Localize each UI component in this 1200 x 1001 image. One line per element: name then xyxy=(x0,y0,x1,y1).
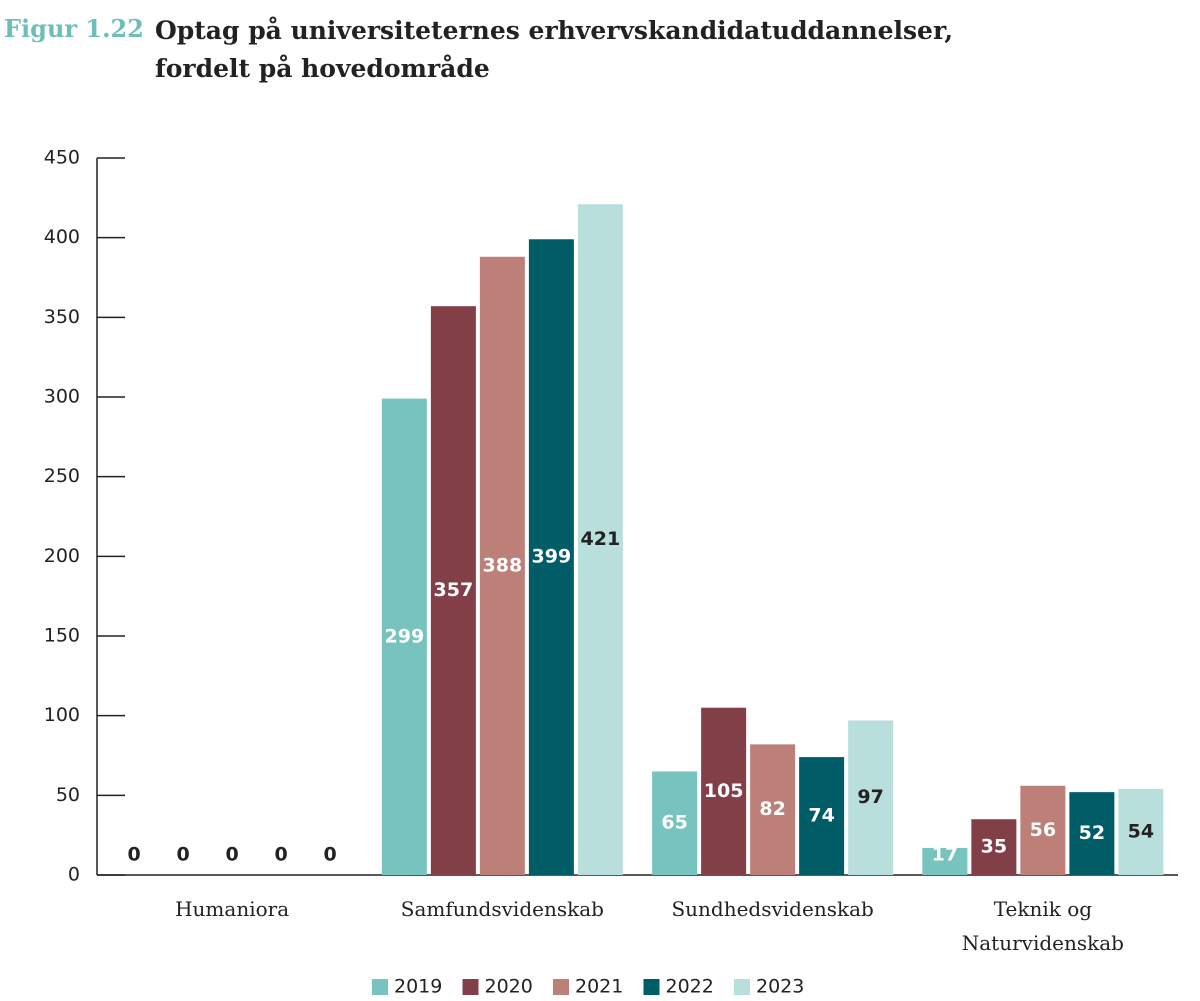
value-label: 54 xyxy=(1128,820,1154,842)
x-tick-label: Sundhedsvidenskab xyxy=(671,897,874,921)
y-tick-label: 100 xyxy=(44,704,80,726)
value-label: 56 xyxy=(1030,819,1056,841)
value-label: 0 xyxy=(177,844,190,866)
bar xyxy=(577,204,623,875)
y-tick-label: 250 xyxy=(44,465,80,487)
legend-swatch xyxy=(734,979,750,995)
bar xyxy=(701,707,747,875)
legend-label: 2021 xyxy=(575,976,623,998)
bar xyxy=(1069,792,1115,875)
legend-swatch xyxy=(462,979,479,995)
y-tick-label: 400 xyxy=(44,226,80,248)
x-tick-label: Samfundsvidenskab xyxy=(400,897,604,921)
bar xyxy=(750,744,796,875)
value-label: 388 xyxy=(483,554,523,576)
bar xyxy=(381,398,427,875)
y-tick-label: 300 xyxy=(44,386,80,408)
value-label: 0 xyxy=(128,844,141,866)
legend-label: 2019 xyxy=(394,976,442,998)
figure-label: Figur 1.22 xyxy=(4,14,144,43)
value-label: 421 xyxy=(581,528,621,550)
value-label: 105 xyxy=(704,780,744,802)
bar xyxy=(922,847,968,875)
y-tick-label: 350 xyxy=(44,306,80,328)
y-tick-label: 0 xyxy=(68,864,80,886)
x-tick-label: Teknik og Naturvidenskab xyxy=(961,897,1124,955)
bar xyxy=(1118,788,1164,875)
legend-swatch xyxy=(643,979,660,995)
chart-title: Optag på universiteternes erhvervskandid… xyxy=(155,16,954,83)
value-label: 97 xyxy=(857,786,883,808)
bar xyxy=(652,771,698,875)
bar xyxy=(430,306,476,875)
bar xyxy=(799,757,845,875)
bar xyxy=(971,819,1017,875)
bar xyxy=(479,256,525,876)
bar xyxy=(848,720,894,875)
value-label: 82 xyxy=(759,798,785,820)
bar xyxy=(528,239,574,875)
legend-swatch xyxy=(372,979,388,995)
y-tick-label: 200 xyxy=(44,545,80,567)
value-label: 357 xyxy=(434,579,474,601)
value-label: 0 xyxy=(324,844,337,866)
y-tick-label: 50 xyxy=(56,784,80,806)
value-label: 0 xyxy=(275,844,288,866)
value-label: 65 xyxy=(661,812,687,834)
value-label: 17 xyxy=(932,844,958,866)
value-label: 52 xyxy=(1079,822,1105,844)
y-tick-label: 450 xyxy=(44,147,80,169)
x-tick-label: Humaniora xyxy=(175,897,290,921)
value-label: 74 xyxy=(808,805,834,827)
value-label: 299 xyxy=(385,625,425,647)
legend-label: 2020 xyxy=(485,976,533,998)
legend-label: 2023 xyxy=(756,976,804,998)
legend-label: 2022 xyxy=(666,976,714,998)
y-tick-label: 150 xyxy=(44,625,80,647)
bar xyxy=(1020,785,1066,875)
value-label: 399 xyxy=(532,546,572,568)
value-label: 35 xyxy=(981,836,1007,858)
value-label: 0 xyxy=(226,844,239,866)
legend-swatch xyxy=(553,979,569,995)
